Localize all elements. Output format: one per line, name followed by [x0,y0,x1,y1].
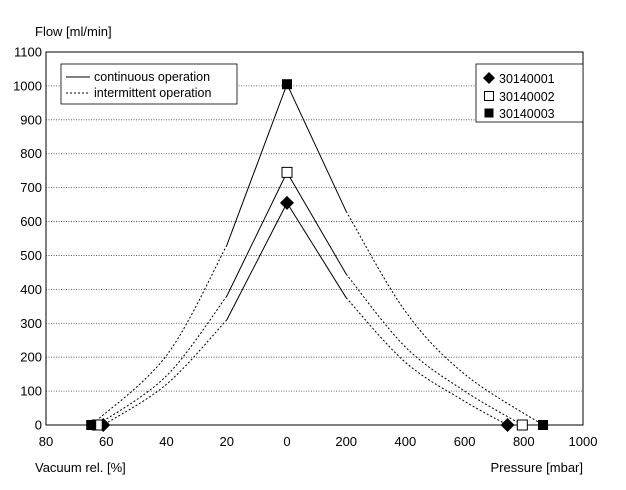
y-tick-label: 400 [20,282,42,297]
x-tick-label-pressure: 400 [395,434,417,449]
series-1-pressure-end-marker [500,418,515,432]
x-tick-label-pressure: 600 [454,434,476,449]
x-tick-label-vacuum: 40 [159,434,173,449]
markers [86,79,549,432]
line-legend-box [60,63,238,105]
y-axis-label: Flow [ml/min] [35,24,112,39]
series-3-vacuum-intermittent-line [90,245,228,426]
series-1-vacuum-continuous-line [226,202,288,321]
legend-diamond-marker [483,72,495,84]
y-tick-label: 1000 [13,78,42,93]
x-tick-label-vacuum: 60 [99,434,113,449]
series-2-peak-marker [281,166,293,178]
x-tick-label-pressure: 200 [335,434,357,449]
series-3-pressure-end-marker [538,420,549,430]
y-tick-labels: 0 100 200 300 400 500 600 700 800 900 1000 1100 [13,45,42,433]
series-1-pressure-continuous-line [286,202,347,299]
y-tick-label: 700 [20,180,42,195]
legend-open-square-marker [484,91,494,101]
series-3-pressure-continuous-line [286,83,347,212]
legend-series-3-label: 30140003 [499,107,555,121]
legend-series-2-label: 30140002 [499,90,555,104]
series-3-vacuum-continuous-line [226,84,288,246]
y-tick-label: 300 [20,316,42,331]
y-tick-label: 900 [20,112,42,127]
x-axis-label-vacuum: Vacuum rel. [%] [35,460,126,475]
y-tick-label: 100 [20,384,42,399]
series-1-peak-marker [280,195,294,210]
series-2-pressure-continuous-line [286,172,347,275]
x-tick-label-vacuum: 80 [39,434,53,449]
series-2-vacuum-intermittent-line [96,295,228,426]
legend-continuous-label: continuous operation [94,70,210,84]
series-3-vacuum-end-marker [86,420,97,430]
y-tick-label: 800 [20,146,42,161]
x-axis-label-pressure: Pressure [mbar] [491,460,583,475]
series-2-pressure-end-marker [516,419,528,431]
series-2-pressure-intermittent-line [345,273,523,426]
x-tick-label-vacuum: 0 [283,434,290,449]
series-1-vacuum-intermittent-line [102,319,228,426]
x-tick-label-pressure: 1000 [569,434,598,449]
marker-legend: 30140001 30140002 30140003 [475,63,584,123]
series-1-pressure-intermittent-line [345,297,508,426]
y-tick-label: 200 [20,350,42,365]
y-tick-label: 600 [20,214,42,229]
series-3-pressure-intermittent-line [345,211,544,426]
plot-frame [45,51,584,426]
y-tick-label: 500 [20,248,42,263]
legend-filled-square-marker [484,108,494,118]
y-tick-label: 0 [35,418,42,433]
series-2-vacuum-continuous-line [226,172,288,297]
curves [90,83,544,426]
series-3-peak-marker [282,79,292,90]
x-tick-labels: 80 60 40 20 0 200 400 600 800 1000 [39,434,598,449]
legend-intermittent-label: intermittent operation [94,86,211,100]
y-tick-label: 1100 [14,45,42,60]
x-tick-label-vacuum: 20 [220,434,234,449]
x-tick-label-pressure: 800 [513,434,535,449]
legend-series-1-label: 30140001 [499,72,555,86]
line-style-legend: continuous operation intermittent operat… [60,63,238,105]
